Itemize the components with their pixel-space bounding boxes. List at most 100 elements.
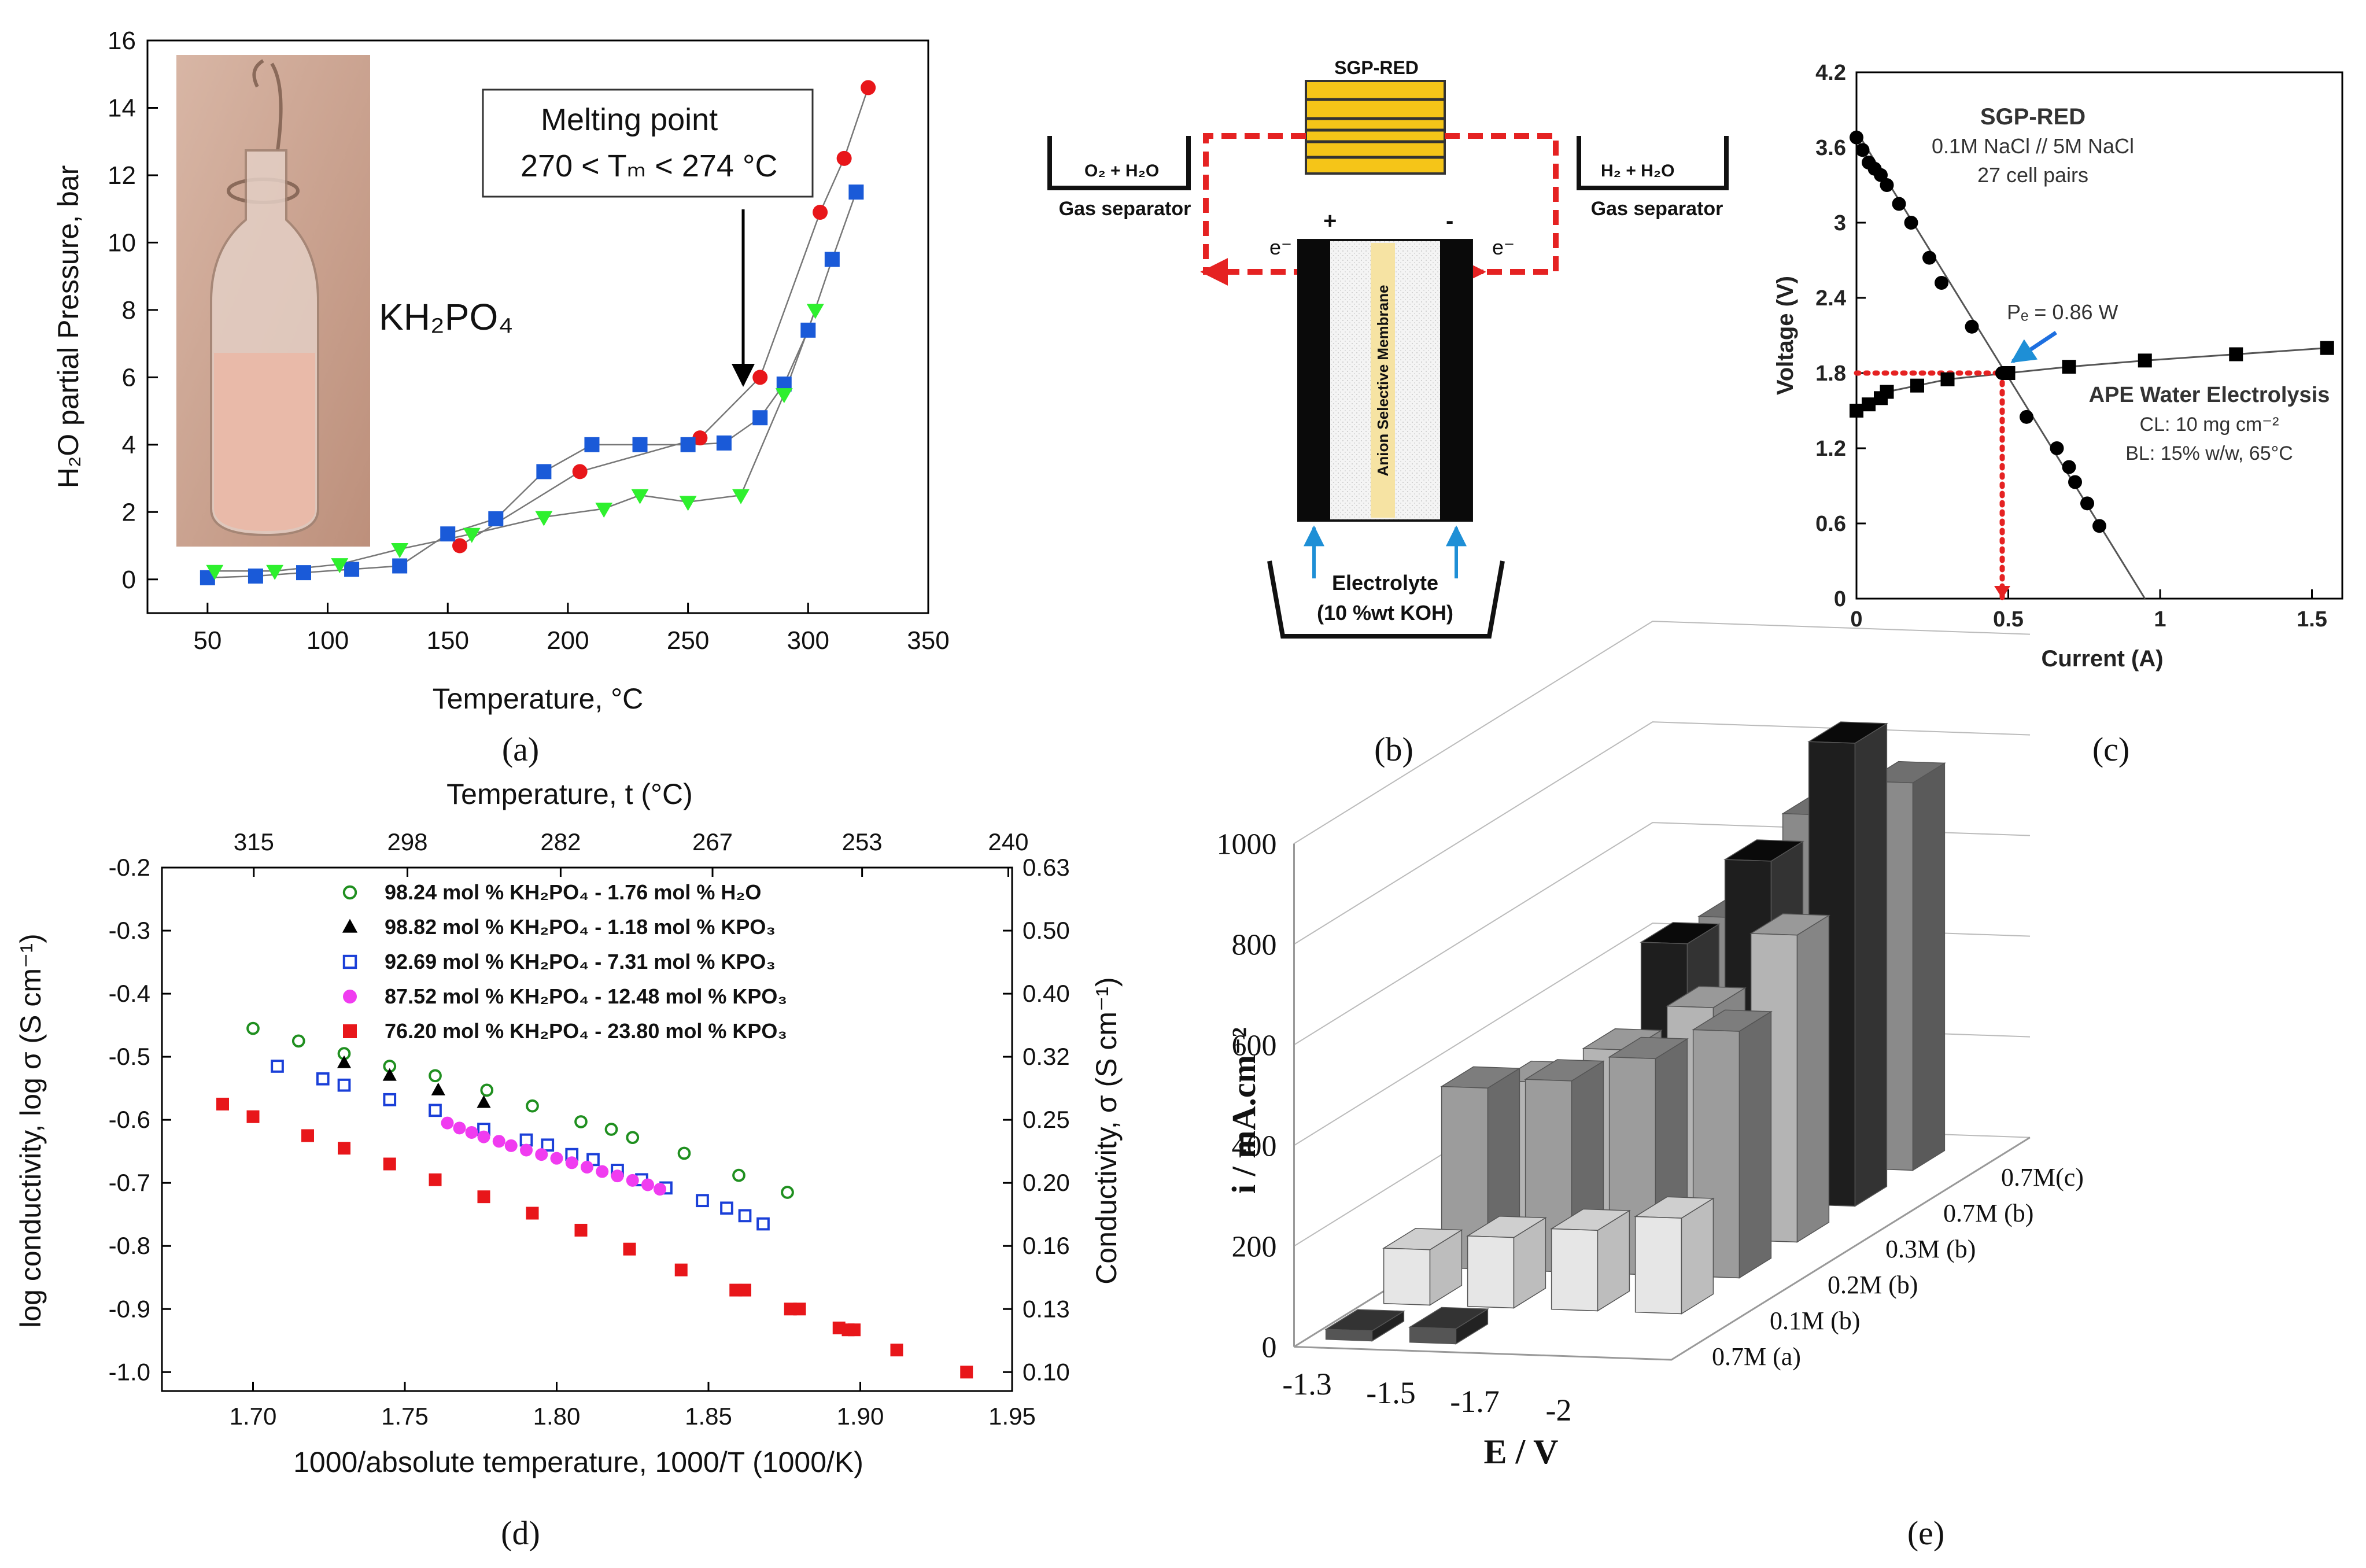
caption-a: (a)	[502, 730, 539, 768]
y-category-label: 0.1M (b)	[1770, 1307, 1860, 1335]
y-tick-label: 4	[122, 431, 136, 459]
y-tick-label-right: 0.50	[1023, 917, 1070, 944]
y-tick-label: 8	[122, 296, 136, 324]
panel-d-ylabel-left: log conductivity, log σ (S cm⁻¹)	[14, 934, 47, 1328]
data-point	[581, 1160, 593, 1174]
panel-a: 50 100 150 200 250 300 350 0 2 4 6 8 10 12 14 16 KH₂PO₄…	[52, 27, 950, 768]
legend-label: 92.69 mol % KH₂PO₄ - 7.31 mol % KPO₃	[385, 950, 776, 973]
data-point	[382, 1068, 397, 1081]
red-dashed-circuit	[1203, 133, 1559, 275]
legend-marker	[342, 954, 357, 969]
bar-front	[1409, 1326, 1457, 1345]
bar-front	[1467, 1235, 1515, 1309]
data-point	[536, 464, 552, 479]
vial-photo	[176, 55, 370, 547]
panel-c-plot: 0 0.5 1 1.5 0 0.6 1.2 1.8 2.4 3 3.6 4.2	[1815, 61, 2334, 632]
data-point	[526, 1099, 539, 1113]
data-point	[1855, 143, 1870, 157]
grid-line	[1293, 621, 2031, 844]
data-point	[391, 543, 409, 558]
data-point	[316, 1072, 330, 1086]
x-tick-label: 1.75	[381, 1403, 429, 1430]
data-point	[586, 1153, 600, 1167]
x-tick-label: 1.95	[988, 1403, 1036, 1430]
data-point	[1940, 372, 1955, 386]
data-point	[813, 205, 828, 220]
data-point	[1880, 385, 1894, 399]
data-point	[1910, 378, 1924, 393]
y-category-label: 0.3M (b)	[1885, 1235, 1976, 1263]
electrolysis-cell: Anion Selective Membrane	[1297, 239, 1473, 522]
data-point	[480, 1083, 494, 1097]
data-point	[574, 1115, 588, 1128]
data-point	[800, 322, 816, 338]
y-tick-label: 0	[122, 566, 136, 594]
legend-marker	[342, 885, 357, 900]
data-point	[477, 1130, 490, 1143]
y-tick-label-right: 0.32	[1023, 1043, 1070, 1070]
legend-label: 98.82 mol % KH₂PO₄ - 1.18 mol % KPO₃	[385, 915, 776, 939]
data-point	[331, 558, 349, 574]
data-point	[206, 565, 224, 580]
data-point	[595, 503, 613, 518]
data-point	[429, 1069, 442, 1083]
data-point	[572, 464, 588, 479]
panel-c: 0 0.5 1 1.5 0 0.6 1.2 1.8 2.4 3 3.6 4.2 SGP-RED 0.1…	[1773, 61, 2343, 768]
data-point	[752, 410, 768, 426]
panel-a-ylabel: H₂O partial Pressure, bar	[52, 165, 84, 489]
data-point	[574, 1223, 588, 1237]
data-point	[266, 565, 284, 580]
y-tick-label-left: -0.4	[109, 980, 150, 1007]
sgp-red-subtitle1: 0.1M NaCl // 5M NaCl	[1932, 134, 2134, 158]
bar-side	[1854, 722, 1888, 1207]
data-point	[2001, 366, 2016, 380]
series-line	[215, 309, 816, 572]
data-point	[739, 1283, 751, 1297]
membrane-label: Anion Selective Membrane	[1374, 285, 1391, 477]
x-tick-label: 150	[427, 626, 469, 655]
x-tick-label: 200	[547, 626, 589, 655]
y-category-label: 0.2M (b)	[1828, 1271, 1918, 1299]
data-point	[392, 558, 408, 574]
x-category-label: -1.7	[1450, 1384, 1499, 1419]
x-tick-label: 1.90	[837, 1403, 884, 1430]
data-point	[960, 1366, 973, 1379]
top-tick-label: 253	[842, 828, 883, 855]
left-gas-label: Gas separator	[1059, 198, 1191, 220]
legend-label: 87.52 mol % KH₂PO₄ - 12.48 mol % KPO₃	[385, 984, 787, 1008]
sgp-red-title: SGP-RED	[1980, 104, 2086, 130]
y-tick-label: 1.2	[1815, 437, 1846, 461]
sgp-red-stack	[1305, 80, 1446, 175]
left-gas-separator: O₂ + H₂O Gas separator	[1047, 136, 1191, 220]
data-point	[732, 1168, 745, 1182]
panel-e-xlabel: E / V	[1484, 1433, 1559, 1471]
bar-front	[1634, 1216, 1682, 1315]
y-tick-label: 10	[108, 228, 136, 257]
x-tick-label: 1.5	[2297, 607, 2327, 632]
melting-point-annotation: Melting point 270 < Tₘ < 274 °C	[482, 88, 814, 387]
data-point	[1965, 319, 1979, 334]
x-tick-label: 0.5	[1993, 607, 2024, 632]
panel-b: SGP-RED O₂ + H₂O Gas separator H₂ + H₂O …	[1047, 57, 1729, 768]
z-tick-label: 800	[1232, 929, 1277, 962]
z-tick-label: 600	[1232, 1030, 1277, 1062]
y-tick-label: 12	[108, 161, 136, 190]
data-point	[848, 1323, 861, 1337]
data-point	[383, 1093, 397, 1106]
data-point	[453, 1121, 466, 1135]
z-tick-label: 0	[1262, 1331, 1277, 1364]
legend-label: 98.24 mol % KH₂PO₄ - 1.76 mol % H₂O	[385, 880, 761, 904]
x-category-label: -1.5	[1366, 1375, 1415, 1410]
top-tick-label: 240	[988, 828, 1028, 855]
data-point	[520, 1143, 533, 1157]
data-point	[463, 527, 481, 543]
bar-front	[1383, 1248, 1431, 1306]
data-point	[477, 1190, 490, 1204]
y-tick-label: 0.6	[1815, 512, 1846, 536]
y-tick-label: 16	[108, 27, 136, 55]
data-point	[2080, 496, 2094, 511]
y-tick-label-right: 0.25	[1023, 1106, 1070, 1133]
y-tick-label-left: -0.6	[109, 1106, 150, 1133]
data-point	[1935, 276, 1948, 290]
